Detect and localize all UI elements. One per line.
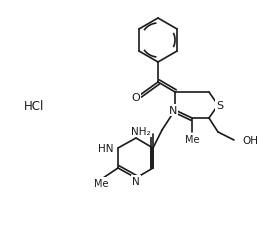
Text: HN: HN — [97, 144, 113, 154]
Text: Me: Me — [185, 134, 199, 144]
Text: HCl: HCl — [24, 99, 44, 112]
Text: O: O — [132, 93, 140, 102]
Text: NH₂: NH₂ — [131, 126, 151, 136]
Text: N: N — [132, 176, 140, 186]
Text: OH: OH — [242, 136, 258, 145]
Text: Me: Me — [94, 178, 108, 188]
Text: S: S — [216, 100, 224, 110]
Text: N: N — [169, 106, 177, 116]
